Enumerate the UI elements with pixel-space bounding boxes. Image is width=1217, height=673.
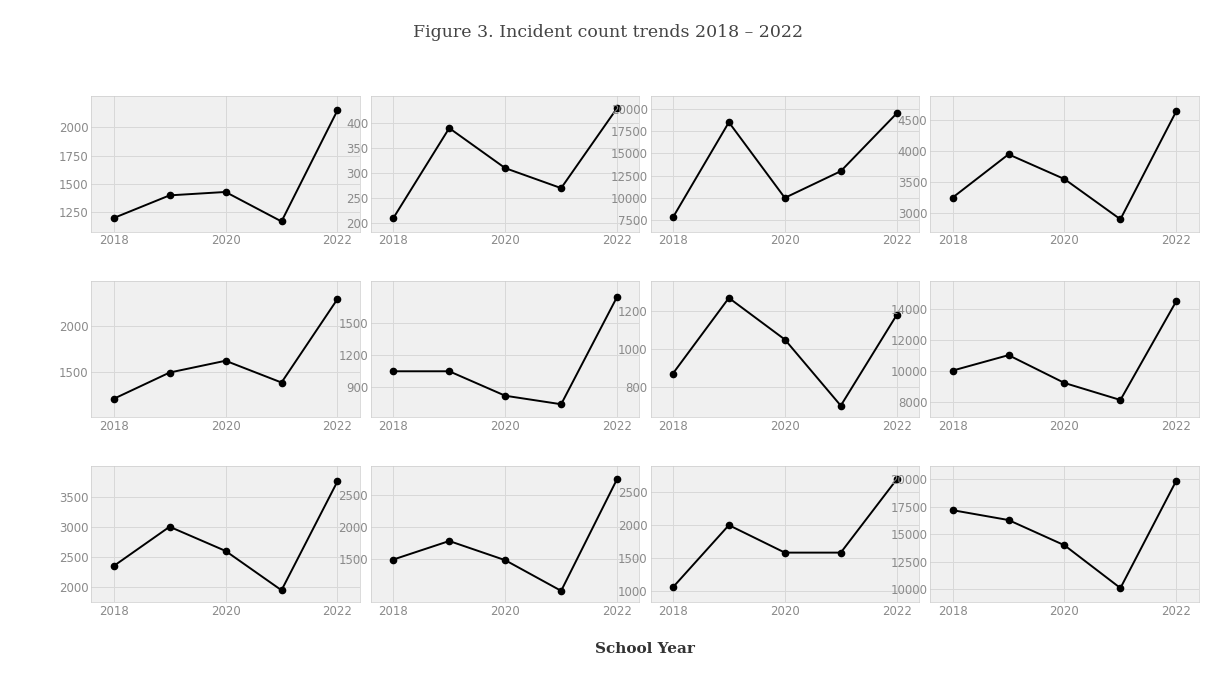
Text: Fighting: Fighting (1028, 69, 1100, 84)
Text: Threat/Intimidation: Threat/Intimidation (421, 439, 589, 454)
Text: Physical Assault: Physical Assault (156, 439, 296, 454)
Text: Bullying: Bullying (191, 69, 260, 84)
Text: Harassment, sexual: Harassment, sexual (420, 254, 590, 269)
Text: Controlled
Substance: Controlled Substance (460, 60, 550, 93)
Text: Tobacco: Tobacco (751, 439, 819, 454)
Text: School Year: School Year (595, 642, 695, 656)
Text: Harassment,
non−sexual: Harassment, non−sexual (172, 245, 280, 279)
Text: Truancy: Truancy (1031, 439, 1098, 454)
Text: Other: Other (1039, 254, 1089, 269)
Text: Marijuana: Marijuana (742, 254, 828, 269)
Text: Disruption: Disruption (740, 69, 830, 84)
Text: Figure 3. Incident count trends 2018 – 2022: Figure 3. Incident count trends 2018 – 2… (414, 24, 803, 40)
